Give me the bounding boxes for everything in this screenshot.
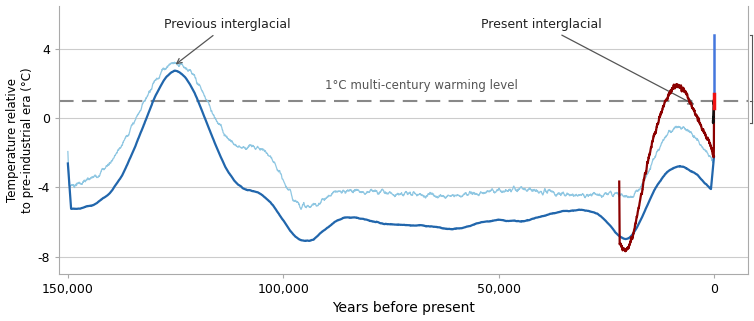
Y-axis label: Temperature relative
to pre-industrial era (°C): Temperature relative to pre-industrial e… (5, 67, 34, 213)
Text: 1°C multi-century warming level: 1°C multi-century warming level (325, 79, 517, 92)
X-axis label: Years before present: Years before present (333, 301, 475, 316)
Text: Previous interglacial: Previous interglacial (164, 18, 290, 64)
Text: Present interglacial: Present interglacial (481, 18, 693, 104)
